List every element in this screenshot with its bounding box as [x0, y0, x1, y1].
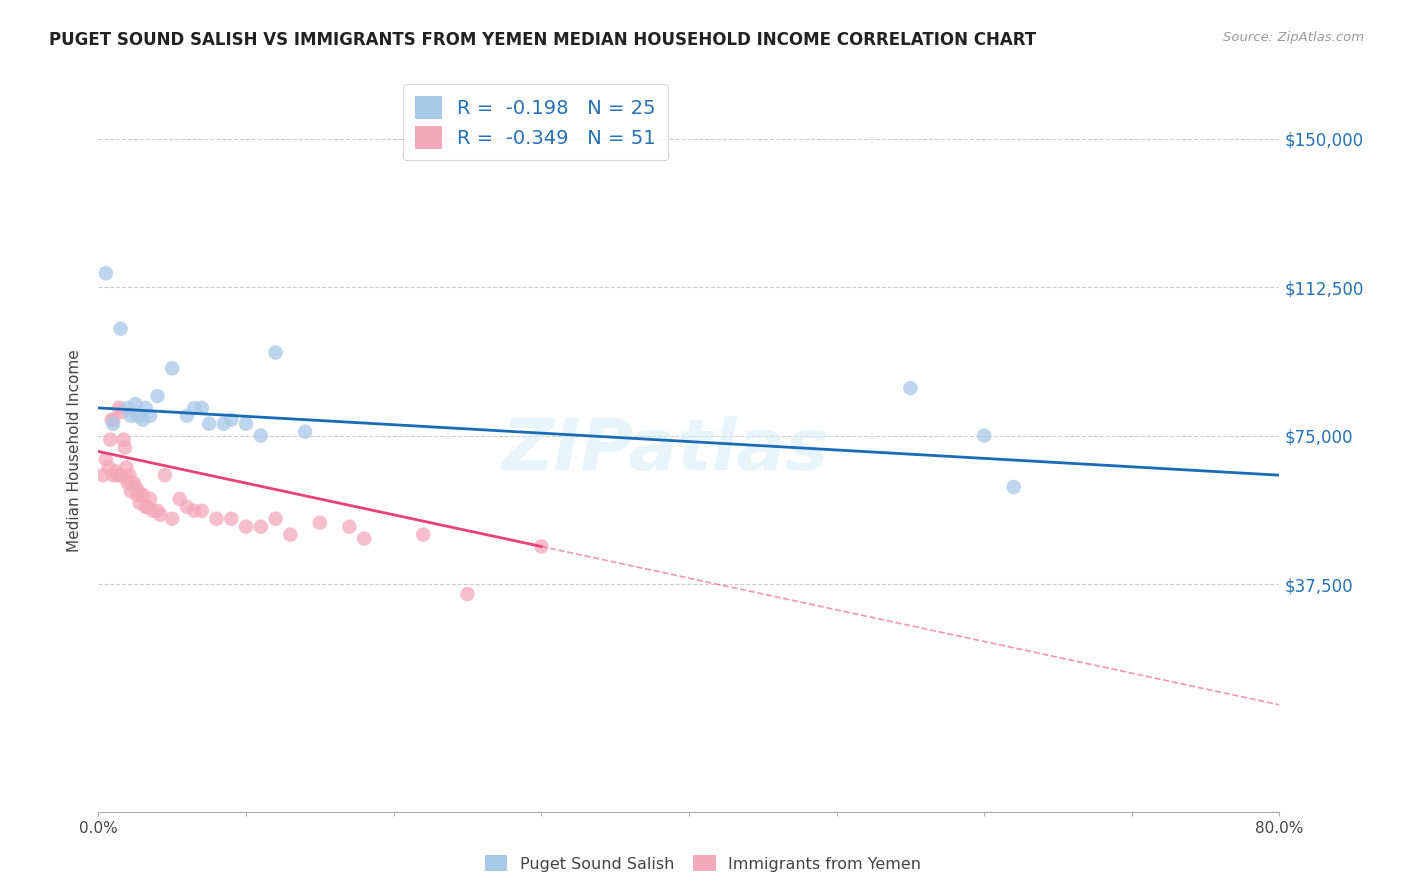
Point [153, 468, 176, 483]
Point [169, 491, 191, 506]
Point [105, 464, 128, 478]
Point [457, 587, 479, 601]
Point [139, 491, 162, 506]
Point [250, 519, 273, 533]
Point [128, 496, 150, 510]
Point [198, 417, 221, 431]
Y-axis label: Median Household Income: Median Household Income [67, 349, 83, 552]
Point [900, 381, 922, 395]
Point [115, 460, 138, 475]
Point [132, 488, 155, 502]
Point [221, 413, 243, 427]
Point [124, 397, 146, 411]
Point [118, 468, 141, 483]
Point [132, 413, 155, 427]
Point [149, 508, 172, 522]
Point [110, 322, 132, 336]
Point [221, 512, 243, 526]
Point [108, 401, 131, 415]
Point [94, 266, 117, 280]
Point [120, 483, 142, 498]
Point [205, 512, 228, 526]
Text: Source: ZipAtlas.com: Source: ZipAtlas.com [1223, 31, 1364, 45]
Point [127, 409, 149, 423]
Legend: R =  -0.198   N = 25, R =  -0.349   N = 51: R = -0.198 N = 25, R = -0.349 N = 51 [404, 85, 668, 161]
Point [264, 345, 287, 359]
Point [183, 401, 205, 415]
Point [162, 512, 183, 526]
Point [94, 452, 117, 467]
Point [235, 417, 257, 431]
Point [135, 401, 157, 415]
Point [117, 476, 139, 491]
Point [125, 488, 148, 502]
Point [103, 413, 125, 427]
Point [97, 460, 120, 475]
Point [1002, 480, 1025, 494]
Point [120, 409, 142, 423]
Point [136, 500, 159, 514]
Point [162, 361, 183, 376]
Point [114, 441, 136, 455]
Point [103, 468, 125, 483]
Point [111, 405, 134, 419]
Point [264, 512, 287, 526]
Point [117, 401, 139, 415]
Point [112, 433, 135, 447]
Point [176, 500, 198, 514]
Point [191, 401, 214, 415]
Point [146, 389, 169, 403]
Point [280, 527, 302, 541]
Point [235, 519, 257, 533]
Point [98, 433, 121, 447]
Point [191, 504, 214, 518]
Point [91, 468, 114, 483]
Point [139, 409, 162, 423]
Point [127, 483, 149, 498]
Point [183, 504, 205, 518]
Legend: Puget Sound Salish, Immigrants from Yemen: Puget Sound Salish, Immigrants from Yeme… [477, 847, 929, 880]
Point [309, 516, 332, 530]
Point [107, 468, 129, 483]
Point [100, 413, 122, 427]
Point [124, 480, 146, 494]
Point [294, 425, 316, 439]
Point [135, 500, 157, 514]
Point [973, 428, 995, 442]
Point [129, 488, 152, 502]
Point [146, 504, 169, 518]
Point [176, 409, 198, 423]
Point [212, 417, 235, 431]
Point [412, 527, 434, 541]
Point [110, 468, 132, 483]
Text: PUGET SOUND SALISH VS IMMIGRANTS FROM YEMEN MEDIAN HOUSEHOLD INCOME CORRELATION : PUGET SOUND SALISH VS IMMIGRANTS FROM YE… [49, 31, 1036, 49]
Text: ZIPatlas: ZIPatlas [502, 416, 830, 485]
Point [530, 540, 553, 554]
Point [117, 472, 139, 486]
Point [142, 504, 165, 518]
Point [250, 428, 273, 442]
Point [339, 519, 361, 533]
Point [122, 476, 145, 491]
Point [103, 417, 125, 431]
Point [110, 468, 132, 483]
Point [353, 532, 375, 546]
